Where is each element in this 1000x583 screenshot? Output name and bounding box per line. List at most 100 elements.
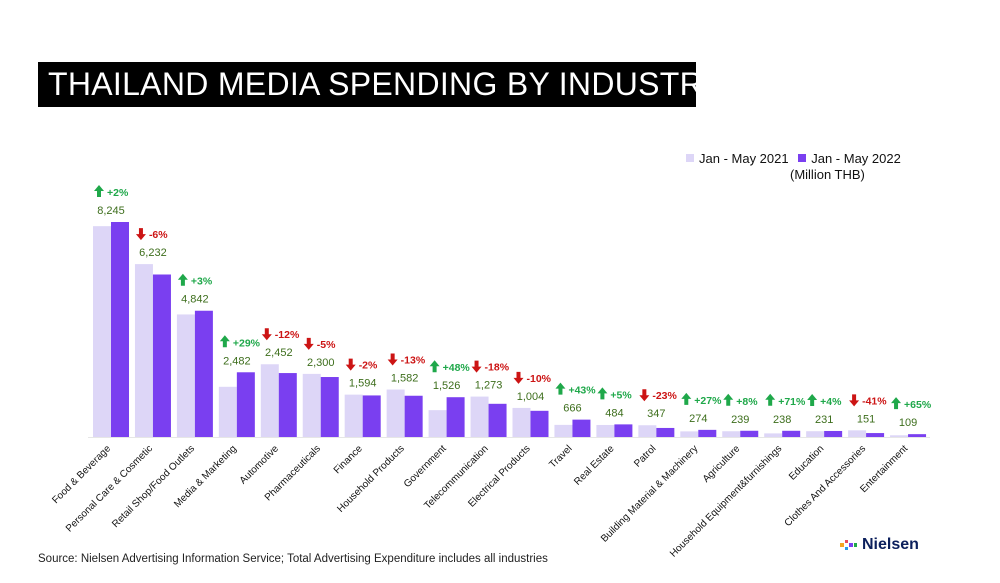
arrow-up-icon xyxy=(177,273,188,286)
bar-value-label: 1,526 xyxy=(433,380,461,392)
bar-2022 xyxy=(362,395,381,437)
chart-title: THAILAND MEDIA SPENDING BY INDUSTRY xyxy=(38,62,724,107)
x-tick-label: Education xyxy=(787,443,826,482)
legend-item-2021: Jan - May 2021 xyxy=(686,151,789,167)
change-label: +43% xyxy=(568,385,596,397)
legend-swatch-2022 xyxy=(798,154,807,162)
arrow-up-icon xyxy=(681,392,692,405)
bar-value-label: 4,842 xyxy=(181,294,209,306)
bar-value-label: 1,582 xyxy=(391,373,419,385)
bar-2021 xyxy=(470,396,489,437)
bar-2022 xyxy=(698,429,717,437)
bar-2021 xyxy=(680,431,699,437)
bar-value-label: 347 xyxy=(647,408,665,420)
change-label: -6% xyxy=(149,229,168,241)
nielsen-logo-text: Nielsen xyxy=(862,536,919,553)
bar-2021 xyxy=(386,389,405,437)
bar-2022 xyxy=(572,419,591,437)
bar-2021 xyxy=(302,373,321,437)
arrow-up-icon xyxy=(891,397,902,410)
bar-2021 xyxy=(428,410,447,437)
legend-unit: (Million THB) xyxy=(790,167,865,182)
bar-2022 xyxy=(614,424,633,437)
arrow-up-icon xyxy=(765,393,776,406)
bar-value-label: 6,232 xyxy=(139,247,167,259)
bar-2022 xyxy=(404,395,423,437)
arrow-down-icon xyxy=(513,371,524,384)
change-label: +48% xyxy=(443,362,471,374)
arrow-down-icon xyxy=(387,353,398,366)
arrow-up-icon xyxy=(597,387,608,400)
change-label: +8% xyxy=(736,396,758,408)
change-label: +65% xyxy=(904,399,932,411)
arrow-up-icon xyxy=(807,393,818,406)
legend-row: Jan - May 2021 Jan - May 2022 xyxy=(686,151,907,167)
bar-2022 xyxy=(866,433,885,437)
bar-value-label: 8,245 xyxy=(97,205,125,217)
bar-2021 xyxy=(176,314,195,437)
change-label: -5% xyxy=(317,339,336,351)
bar-value-label: 2,482 xyxy=(223,355,251,367)
bar-2021 xyxy=(890,435,909,437)
nielsen-logo-icon xyxy=(840,538,858,556)
bar-2022 xyxy=(908,434,927,437)
arrow-up-icon xyxy=(555,382,566,395)
arrow-down-icon xyxy=(471,360,482,373)
x-tick-label: Retail Shop/Food Outlets xyxy=(110,443,197,530)
bar-value-label: 1,004 xyxy=(517,391,545,403)
bar-2021 xyxy=(93,226,111,437)
bar-value-label: 239 xyxy=(731,414,749,426)
bar-2021 xyxy=(134,264,153,437)
arrow-up-icon xyxy=(429,360,440,373)
legend-swatch-2021 xyxy=(686,154,694,162)
bar-2022 xyxy=(194,310,213,437)
bar-value-label: 2,300 xyxy=(307,357,335,369)
change-label: +2% xyxy=(107,187,129,199)
bar-value-label: 484 xyxy=(605,407,623,419)
bar-2021 xyxy=(596,424,615,437)
change-label: -12% xyxy=(275,329,300,341)
bar-value-label: 274 xyxy=(689,413,707,425)
bar-value-label: 109 xyxy=(899,417,917,429)
change-label: +71% xyxy=(778,396,806,408)
source-note: Source: Nielsen Advertising Information … xyxy=(38,553,548,565)
bar-2021 xyxy=(218,386,237,437)
bar-value-label: 1,273 xyxy=(475,380,503,392)
legend-label-2021: Jan - May 2021 xyxy=(699,151,789,166)
bar-value-label: 1,594 xyxy=(349,378,377,390)
arrow-down-icon xyxy=(135,228,146,241)
bar-2022 xyxy=(446,397,465,437)
change-label: +5% xyxy=(610,389,632,401)
change-label: -18% xyxy=(485,362,510,374)
x-tick-label: Automotive xyxy=(238,443,281,486)
bar-2021 xyxy=(260,364,279,437)
bar-2022 xyxy=(782,430,801,437)
change-label: -10% xyxy=(527,373,552,385)
x-tick-label: Personal Care & Cosmetic xyxy=(64,443,155,534)
bar-2021 xyxy=(806,431,825,437)
change-label: +29% xyxy=(233,337,261,349)
arrow-down-icon xyxy=(639,389,650,402)
arrow-down-icon xyxy=(261,328,272,341)
bar-2022 xyxy=(236,372,255,437)
chart-legend: Jan - May 2021 Jan - May 2022 (Million T… xyxy=(686,151,907,183)
x-tick-label: Patrol xyxy=(632,443,658,469)
x-tick-label: Finance xyxy=(332,443,365,476)
bar-value-label: 238 xyxy=(773,414,791,426)
bar-2022 xyxy=(656,427,675,437)
bar-value-label: 151 xyxy=(857,413,875,425)
arrow-up-icon xyxy=(723,393,734,406)
change-label: -13% xyxy=(401,355,426,367)
bar-2021 xyxy=(554,424,573,437)
change-label: +4% xyxy=(820,396,842,408)
bar-2021 xyxy=(764,433,783,437)
x-tick-label: Agriculture xyxy=(701,443,743,485)
bar-2022 xyxy=(152,274,171,437)
bar-2022 xyxy=(278,373,297,437)
bar-2022 xyxy=(488,403,507,437)
bar-2021 xyxy=(638,425,657,437)
bar-2022 xyxy=(530,410,549,437)
arrow-down-icon xyxy=(849,394,860,407)
x-tick-label: Clothes And Accessories xyxy=(783,443,869,529)
